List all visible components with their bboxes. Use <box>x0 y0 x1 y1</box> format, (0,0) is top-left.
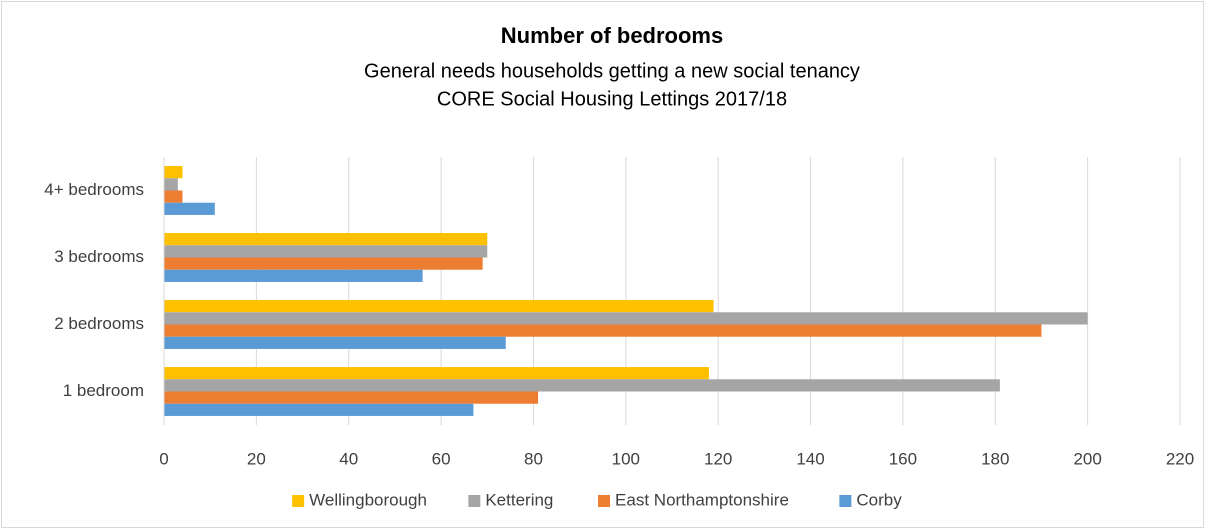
bar <box>164 269 423 282</box>
bar <box>164 300 714 313</box>
x-tick-label: 100 <box>612 449 640 468</box>
legend-label: East Northamptonshire <box>615 490 789 509</box>
bar <box>164 166 183 179</box>
x-tick-label: 160 <box>889 449 917 468</box>
y-tick-label: 2 bedrooms <box>54 314 144 333</box>
legend-label: Kettering <box>485 490 553 509</box>
x-tick-label: 20 <box>247 449 266 468</box>
bar <box>164 190 183 203</box>
chart-subtitle: General needs households getting a new s… <box>364 60 860 82</box>
bar <box>164 379 1000 392</box>
legend-swatch <box>839 495 852 507</box>
bar <box>164 233 488 246</box>
bar <box>164 391 539 404</box>
bar <box>164 312 1088 325</box>
y-tick-label: 4+ bedrooms <box>44 180 144 199</box>
bar <box>164 324 1042 337</box>
bar <box>164 178 178 191</box>
y-tick-label: 3 bedrooms <box>54 247 144 266</box>
chart-title: Number of bedrooms <box>501 23 723 48</box>
bar <box>164 336 506 349</box>
legend-label: Corby <box>856 490 902 509</box>
chart-subtitle: CORE Social Housing Lettings 2017/18 <box>437 88 787 110</box>
legend-swatch <box>292 495 305 507</box>
bar <box>164 245 488 258</box>
x-tick-label: 140 <box>796 449 824 468</box>
x-tick-label: 60 <box>432 449 451 468</box>
legend-label: Wellingborough <box>309 490 427 509</box>
legend-swatch <box>468 495 481 507</box>
bar <box>164 367 709 380</box>
x-tick-label: 0 <box>159 449 168 468</box>
x-tick-label: 220 <box>1166 449 1194 468</box>
x-tick-label: 200 <box>1073 449 1101 468</box>
bar <box>164 403 474 416</box>
y-tick-label: 1 bedroom <box>63 381 144 400</box>
bar <box>164 202 215 215</box>
x-tick-label: 120 <box>704 449 732 468</box>
x-tick-label: 80 <box>524 449 543 468</box>
x-tick-label: 180 <box>981 449 1009 468</box>
legend-swatch <box>598 495 611 507</box>
bar <box>164 257 483 270</box>
x-tick-label: 40 <box>339 449 358 468</box>
